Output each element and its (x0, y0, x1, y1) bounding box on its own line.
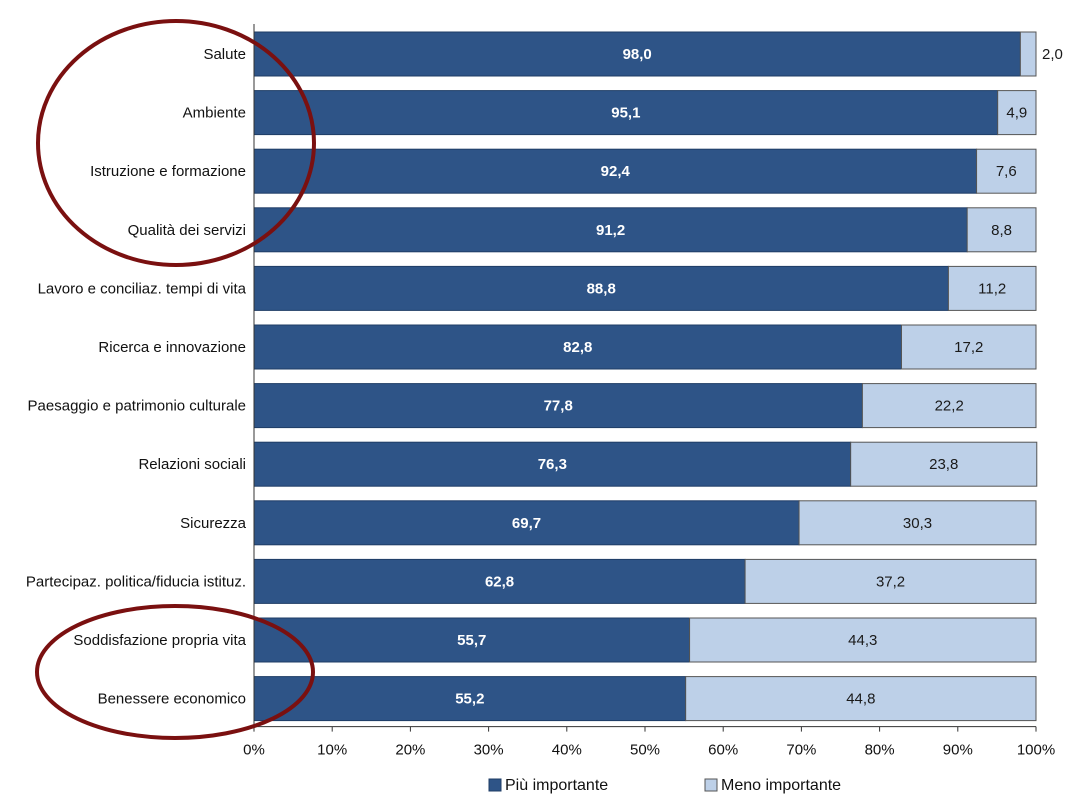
category-label-ambiente: Ambiente (183, 105, 246, 122)
bar-piu-importante-istruzione-e-formazione (253, 148, 978, 194)
annotation-layer (35, 19, 316, 740)
value-label-meno-importante-lavoro-e-conciliaz-tempi-di-vita: 11,2 (978, 280, 1006, 297)
value-label-piu-importante-soddisfazione-propria-vita: 55,7 (457, 632, 486, 649)
bar-piu-importante-ricerca-e-innovazione (253, 324, 902, 370)
value-label-piu-importante-sicurezza: 69,7 (512, 515, 541, 532)
bar-meno-importante-salute (1019, 31, 1037, 77)
annotation-ellipse-bottom (35, 604, 315, 740)
category-label-soddisfazione-propria-vita: Soddisfazione propria vita (73, 632, 246, 649)
category-label-sicurezza: Sicurezza (180, 515, 247, 532)
value-label-piu-importante-ricerca-e-innovazione: 82,8 (563, 339, 592, 356)
value-label-meno-importante-soddisfazione-propria-vita: 44,3 (848, 632, 877, 649)
value-label-meno-importante-partecipaz-politica-fiducia-istituz: 37,2 (876, 573, 905, 590)
value-label-meno-importante-benessere-economico: 44,8 (846, 691, 875, 708)
value-label-piu-importante-paesaggio-e-patrimonio-culturale: 77,8 (544, 398, 573, 415)
x-tick-label: 40% (552, 742, 582, 759)
legend-swatch-piu-importante (488, 778, 502, 792)
annotation-ellipse-top (36, 19, 316, 267)
bar-piu-importante-soddisfazione-propria-vita (253, 617, 691, 663)
x-tick-label: 20% (395, 742, 425, 759)
category-label-qualita-dei-servizi: Qualità dei servizi (128, 222, 246, 239)
value-label-piu-importante-lavoro-e-conciliaz-tempi-di-vita: 88,8 (587, 280, 616, 297)
value-label-piu-importante-qualita-dei-servizi: 91,2 (596, 222, 625, 239)
value-label-piu-importante-salute: 98,0 (623, 46, 652, 63)
bar-meno-importante-ambiente (997, 90, 1037, 136)
bar-piu-importante-benessere-economico (253, 676, 687, 722)
x-tick-label: 70% (786, 742, 816, 759)
bar-meno-importante-qualita-dei-servizi (966, 207, 1037, 253)
legend-label-meno-importante: Meno importante (721, 777, 841, 794)
bar-piu-importante-ambiente (253, 90, 999, 136)
bars-layer: 98,0 2,0 95,1 4,9 92,4 7,6 91,2 8,8 88,8 11,2 82,8… (253, 31, 1063, 722)
bar-meno-importante-relazioni-sociali (850, 441, 1038, 487)
bar-meno-importante-sicurezza (798, 500, 1037, 546)
category-label-partecipaz-politica-fiducia-istituz: Partecipaz. politica/fiducia istituz. (26, 573, 246, 590)
category-labels: Salute Ambiente Istruzione e formazione Qua… (26, 46, 247, 708)
category-label-paesaggio-e-patrimonio-culturale: Paesaggio e patrimonio culturale (28, 398, 246, 415)
x-tick-label: 60% (708, 742, 738, 759)
bar-meno-importante-paesaggio-e-patrimonio-culturale (861, 383, 1037, 429)
x-tick-label: 100% (1017, 742, 1055, 759)
value-label-meno-importante-relazioni-sociali: 23,8 (929, 456, 958, 473)
value-label-piu-importante-benessere-economico: 55,2 (455, 691, 484, 708)
bar-meno-importante-partecipaz-politica-fiducia-istituz (744, 558, 1037, 604)
bar-meno-importante-lavoro-e-conciliaz-tempi-di-vita (947, 265, 1037, 311)
x-tick-label: 80% (865, 742, 895, 759)
value-label-meno-importante-istruzione-e-formazione: 7,6 (996, 163, 1017, 180)
value-label-meno-importante-sicurezza: 30,3 (903, 515, 932, 532)
bar-piu-importante-relazioni-sociali (253, 441, 852, 487)
value-label-piu-importante-partecipaz-politica-fiducia-istituz: 62,8 (485, 573, 514, 590)
bar-piu-importante-qualita-dei-servizi (253, 207, 968, 253)
value-label-meno-importante-ricerca-e-innovazione: 17,2 (954, 339, 983, 356)
bar-piu-importante-salute (253, 31, 1021, 77)
x-tick-label: 10% (317, 742, 347, 759)
legend-swatch-meno-importante (704, 778, 718, 792)
x-tick-label: 50% (630, 742, 660, 759)
bar-meno-importante-benessere-economico (685, 676, 1037, 722)
value-label-piu-importante-relazioni-sociali: 76,3 (538, 456, 567, 473)
value-label-meno-importante-ambiente: 4,9 (1006, 105, 1027, 122)
category-label-istruzione-e-formazione: Istruzione e formazione (90, 163, 246, 180)
bar-meno-importante-istruzione-e-formazione (976, 148, 1037, 194)
bar-meno-importante-ricerca-e-innovazione (900, 324, 1037, 370)
category-label-relazioni-sociali: Relazioni sociali (138, 456, 246, 473)
category-label-salute: Salute (203, 46, 246, 63)
category-label-lavoro-e-conciliaz-tempi-di-vita: Lavoro e conciliaz. tempi di vita (38, 280, 247, 297)
value-label-piu-importante-ambiente: 95,1 (611, 105, 640, 122)
x-tick-label: 0% (243, 742, 265, 759)
x-axis: 0% 10% 20% 30% 40% 50% 60% 70% 80% 90% 100% (243, 24, 1055, 759)
legend-label-piu-importante: Più importante (505, 777, 608, 794)
value-label-piu-importante-istruzione-e-formazione: 92,4 (601, 163, 631, 180)
bar-piu-importante-paesaggio-e-patrimonio-culturale (253, 383, 863, 429)
value-label-meno-importante-salute: 2,0 (1042, 46, 1063, 63)
legend: Più importante Meno importante (488, 777, 841, 794)
value-label-meno-importante-qualita-dei-servizi: 8,8 (991, 222, 1012, 239)
category-label-benessere-economico: Benessere economico (98, 691, 246, 708)
bar-meno-importante-soddisfazione-propria-vita (689, 617, 1037, 663)
x-tick-label: 90% (943, 742, 973, 759)
value-label-meno-importante-paesaggio-e-patrimonio-culturale: 22,2 (935, 398, 964, 415)
category-label-ricerca-e-innovazione: Ricerca e innovazione (98, 339, 246, 356)
x-tick-label: 30% (474, 742, 504, 759)
